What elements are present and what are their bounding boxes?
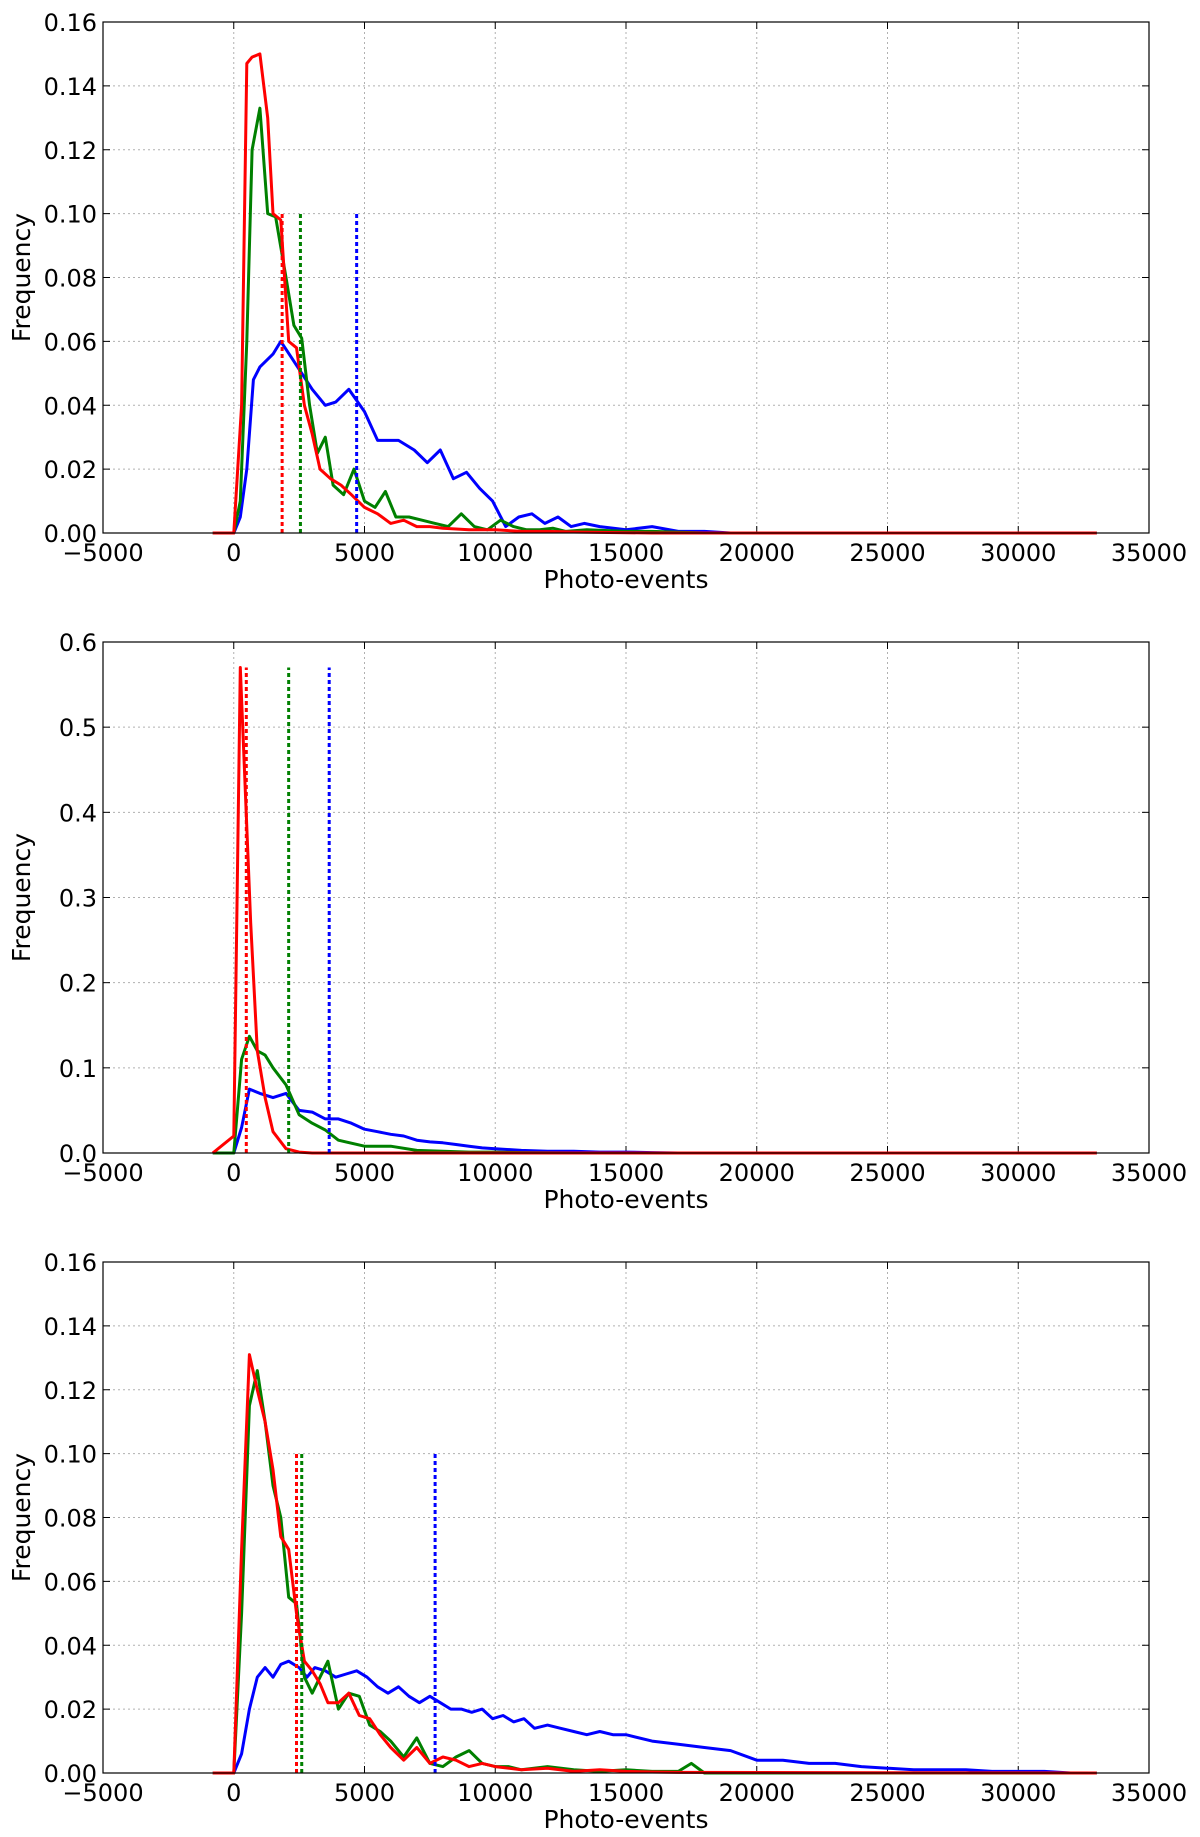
y-axis-label: Frequency bbox=[7, 833, 36, 962]
y-tick-label: 0.08 bbox=[44, 265, 97, 293]
x-tick-label: 25000 bbox=[849, 539, 925, 567]
y-tick-label: 0.6 bbox=[59, 629, 97, 657]
y-tick-label: 0.04 bbox=[44, 1632, 97, 1660]
axes-frame bbox=[102, 641, 1150, 1154]
x-tick-label: 35000 bbox=[1111, 1159, 1187, 1187]
x-tick-label: 15000 bbox=[588, 1159, 664, 1187]
x-axis-label: Photo-events bbox=[543, 1805, 708, 1834]
series-line bbox=[212, 339, 1097, 535]
x-tick-label: 15000 bbox=[588, 539, 664, 567]
x-tick-label: 30000 bbox=[980, 539, 1056, 567]
y-tick-label: 0.00 bbox=[44, 1760, 97, 1788]
y-tick-label: 0.14 bbox=[44, 73, 97, 101]
x-tick-label: 20000 bbox=[719, 539, 795, 567]
y-tick-label: 0.12 bbox=[44, 1377, 97, 1405]
y-tick-label: 0.16 bbox=[44, 9, 97, 37]
y-tick-label: 0.10 bbox=[44, 1441, 97, 1469]
y-tick-label: 0.2 bbox=[59, 970, 97, 998]
x-tick-label: 0 bbox=[226, 1779, 241, 1807]
x-tick-label: −5000 bbox=[62, 1159, 143, 1187]
x-tick-label: 5000 bbox=[334, 1159, 395, 1187]
x-axis-label: Photo-events bbox=[543, 1185, 708, 1214]
x-tick-label: −5000 bbox=[62, 539, 143, 567]
x-tick-label: 30000 bbox=[980, 1779, 1056, 1807]
y-tick-label: 0.06 bbox=[44, 328, 97, 356]
y-tick-label: 0.04 bbox=[44, 392, 97, 420]
y-tick-label: 0.08 bbox=[44, 1505, 97, 1533]
y-tick-label: 0.1 bbox=[59, 1055, 97, 1083]
series-line bbox=[212, 106, 1097, 535]
y-tick-label: 0.00 bbox=[44, 520, 97, 548]
x-tick-label: 0 bbox=[226, 1159, 241, 1187]
x-tick-label: 10000 bbox=[457, 1779, 533, 1807]
chart-panel-2: −5000 0 5000 10000 15000 20000 25000 30000 35000… bbox=[7, 629, 1187, 1214]
x-tick-label: 35000 bbox=[1111, 1779, 1187, 1807]
axes-frame bbox=[102, 1261, 1150, 1774]
chart-panel-3: −5000 0 5000 10000 15000 20000 25000 30000 35000… bbox=[7, 1249, 1187, 1834]
series-line bbox=[212, 1087, 1097, 1155]
x-tick-label: 15000 bbox=[588, 1779, 664, 1807]
y-tick-label: 0.4 bbox=[59, 799, 97, 827]
x-axis-label: Photo-events bbox=[543, 565, 708, 594]
y-tick-label: 0.06 bbox=[44, 1568, 97, 1596]
y-tick-label: 0.14 bbox=[44, 1313, 97, 1341]
series-line bbox=[211, 666, 1097, 1155]
x-tick-label: 0 bbox=[226, 539, 241, 567]
x-tick-label: 5000 bbox=[334, 1779, 395, 1807]
x-tick-label: 10000 bbox=[457, 1159, 533, 1187]
y-tick-label: 0.02 bbox=[44, 1696, 97, 1724]
series-line bbox=[212, 52, 1097, 535]
x-tick-label: 5000 bbox=[334, 539, 395, 567]
x-tick-label: 10000 bbox=[457, 539, 533, 567]
series-line bbox=[212, 1353, 1097, 1775]
axes-frame bbox=[102, 21, 1150, 534]
x-tick-label: 20000 bbox=[719, 1779, 795, 1807]
x-tick-label: −5000 bbox=[62, 1779, 143, 1807]
x-tick-label: 25000 bbox=[849, 1159, 925, 1187]
y-axis-label: Frequency bbox=[7, 213, 36, 342]
x-tick-label: 20000 bbox=[719, 1159, 795, 1187]
chart-panel-1: −5000 0 5000 10000 15000 20000 25000 30000 35000… bbox=[7, 9, 1187, 594]
y-axis-label: Frequency bbox=[7, 1453, 36, 1582]
y-tick-label: 0.0 bbox=[59, 1140, 97, 1168]
y-tick-label: 0.16 bbox=[44, 1249, 97, 1277]
x-tick-label: 25000 bbox=[849, 1779, 925, 1807]
y-tick-label: 0.02 bbox=[44, 456, 97, 484]
y-tick-label: 0.12 bbox=[44, 137, 97, 165]
x-tick-label: 35000 bbox=[1111, 539, 1187, 567]
y-tick-label: 0.5 bbox=[59, 714, 97, 742]
y-tick-label: 0.3 bbox=[59, 885, 97, 913]
y-tick-label: 0.10 bbox=[44, 201, 97, 229]
x-tick-label: 30000 bbox=[980, 1159, 1056, 1187]
